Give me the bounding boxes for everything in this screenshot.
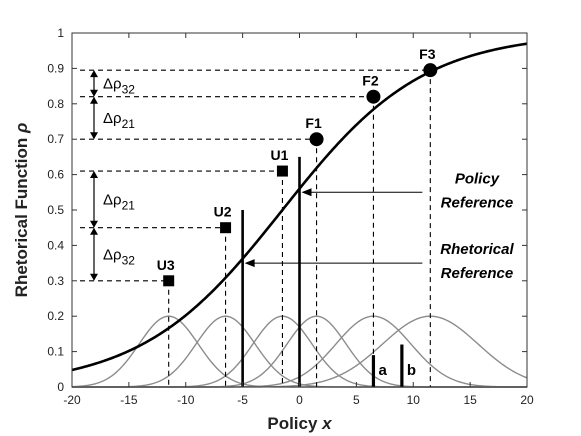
delta-bracket-2: Δρ21: [90, 96, 135, 140]
x-tick-label: 15: [463, 393, 477, 407]
x-axis-label: Policy x: [267, 414, 333, 433]
delta-bracket-4: Δρ32: [90, 227, 135, 281]
point-f3: [423, 63, 438, 78]
points: U3 U2 U1 F1 F2 F3: [157, 46, 438, 287]
point-label-u1: U1: [270, 147, 288, 163]
reference-lines: [241, 156, 301, 387]
y-tick-label: 0.6: [47, 168, 64, 182]
x-tick-label: 10: [407, 393, 421, 407]
arrow-down-icon: [90, 273, 98, 281]
policy-annotation-line2: Reference: [441, 194, 514, 211]
arrow-up-icon: [90, 171, 98, 179]
point-label-u2: U2: [214, 204, 232, 220]
y-tick-label: 0.7: [47, 132, 64, 146]
y-tick-label: 0.8: [47, 97, 64, 111]
dashed-guides: [80, 69, 431, 387]
y-tick-label: 0.9: [47, 61, 64, 75]
point-u2: [220, 222, 232, 234]
logistic-curve: [71, 42, 528, 372]
arrow-down-icon: [90, 89, 98, 97]
bar-label-b: b: [407, 362, 416, 379]
delta-label: Δρ32: [103, 75, 135, 96]
logistic-curve-layer: [71, 42, 528, 372]
bar-label-a: a: [378, 362, 387, 379]
point-f1: [309, 132, 324, 147]
point-u1: [276, 165, 288, 177]
policy-annotation-line1: Policy: [455, 170, 500, 187]
point-label-f1: F1: [305, 115, 322, 131]
y-tick-label: 0.2: [47, 309, 64, 323]
ticks: -20 -15 -10 -5 0 5 10 15 20 0 0.1 0.2 0.3 0.4 0.5 0.6 0.…: [47, 26, 534, 407]
y-tick-label: 0.5: [47, 203, 64, 217]
policy-annotation: Policy Reference: [301, 170, 514, 211]
arrow-up-icon: [90, 96, 98, 104]
point-label-f2: F2: [362, 73, 379, 89]
annotations: Policy Reference Rhetorical Reference: [244, 170, 514, 282]
point-label-u3: U3: [157, 257, 175, 273]
arrow-down-icon: [90, 220, 98, 228]
point-u3: [163, 275, 175, 287]
y-tick-label: 1: [57, 26, 64, 40]
delta-label: Δρ32: [103, 246, 135, 267]
delta-brackets: Δρ32 Δρ21 Δρ21 Δρ32: [90, 70, 135, 281]
x-tick-label: 5: [353, 393, 360, 407]
point-label-f3: F3: [419, 46, 436, 62]
arrow-up-icon: [90, 70, 98, 78]
x-tick-label: -10: [177, 393, 195, 407]
y-tick-label: 0.4: [47, 238, 64, 252]
rhetorical-annotation-line1: Rhetorical: [440, 241, 514, 258]
y-tick-label: 0: [57, 380, 64, 394]
x-tick-label: 20: [520, 393, 534, 407]
point-f2: [366, 89, 381, 104]
arrow-up-icon: [90, 227, 98, 235]
delta-label: Δρ21: [103, 191, 135, 212]
delta-bracket-3: Δρ21: [90, 171, 135, 228]
arrow-down-icon: [90, 132, 98, 140]
x-tick-label: -5: [237, 393, 248, 407]
delta-label: Δρ21: [103, 110, 135, 131]
y-tick-label: 0.1: [47, 345, 64, 359]
arrow-left-icon: [301, 188, 312, 197]
rhetorical-annotation-line2: Reference: [441, 265, 514, 282]
x-tick-label: 0: [296, 393, 303, 407]
y-axis-label: Rhetorical Function ρ: [12, 123, 31, 298]
arrow-left-icon: [244, 259, 255, 268]
rhetorical-annotation: Rhetorical Reference: [244, 241, 514, 282]
y-tick-label: 0.3: [47, 274, 64, 288]
x-tick-label: -20: [63, 393, 81, 407]
delta-bracket-1: Δρ32: [90, 70, 135, 97]
x-tick-label: -15: [120, 393, 138, 407]
